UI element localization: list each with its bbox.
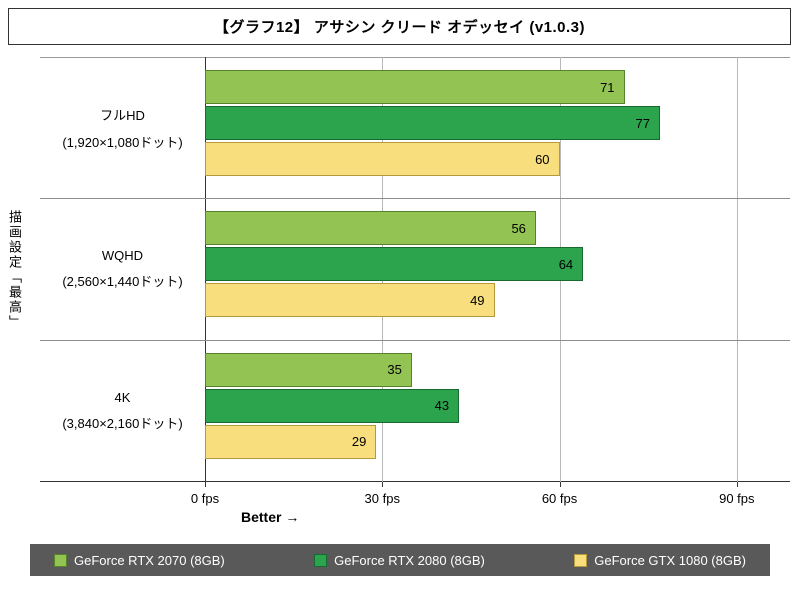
better-label: Better → [241, 509, 300, 525]
legend-item: GeForce RTX 2070 (8GB) [54, 553, 225, 568]
category-name: 4K [114, 389, 131, 405]
legend-label: GeForce RTX 2070 (8GB) [74, 552, 225, 568]
bar: 71 [205, 70, 625, 104]
bar-value-label: 49 [470, 292, 485, 308]
category-resolution: (2,560×1,440ドット) [62, 274, 183, 290]
bars: 56 64 49 [205, 199, 790, 339]
legend-item: GeForce GTX 1080 (8GB) [574, 553, 746, 568]
category-name: WQHD [101, 248, 144, 264]
legend-swatch [54, 553, 67, 567]
bar: 77 [205, 106, 660, 140]
bar-value-label: 64 [558, 256, 574, 272]
legend-item: GeForce RTX 2080 (8GB) [314, 553, 485, 568]
category-label: WQHD (2,560×1,440ドット) [40, 199, 205, 339]
bar: 56 [205, 211, 536, 246]
x-axis-tick-label: 60 fps [541, 491, 578, 506]
bar: 64 [205, 247, 584, 282]
legend-label: GeForce RTX 2080 (8GB) [334, 552, 485, 568]
bar-group: WQHD (2,560×1,440ドット) 56 64 49 [40, 199, 790, 341]
category-resolution: (3,840×2,160ドット) [62, 415, 183, 431]
x-axis-tick [205, 482, 206, 487]
x-axis: 0 fps 30 fps 60 fps 90 fps [191, 482, 790, 516]
legend: GeForce RTX 2070 (8GB) GeForce RTX 2080 (… [30, 544, 770, 576]
bar: 43 [205, 388, 460, 423]
bar-value-label: 71 [600, 79, 615, 95]
legend-label: GeForce GTX 1080 (8GB) [594, 552, 746, 568]
x-axis-tick-label: 30 fps [364, 491, 400, 506]
bar-value-label: 56 [511, 220, 526, 236]
category-resolution: (1,920×1,080ドット) [62, 135, 183, 151]
plot-area: フルHD (1,920×1,080ドット) 71 77 60 WQHD (2,560×1,4… [40, 57, 790, 482]
bar: 49 [205, 283, 495, 318]
category-label: 4K (3,840×2,160ドット) [40, 341, 205, 481]
legend-swatch [314, 553, 328, 567]
bar: 35 [205, 352, 412, 387]
bar-group: 4K (3,840×2,160ドット) 35 43 29 [40, 341, 790, 481]
x-axis-tick [736, 482, 738, 487]
x-axis-tick [559, 482, 561, 487]
bar-value-label: 35 [387, 362, 402, 378]
bar-value-label: 43 [434, 398, 450, 414]
y-axis-title: 描画設定「最高」 [7, 210, 22, 330]
category-label: フルHD (1,920×1,080ドット) [40, 58, 205, 198]
chart-title: 【グラフ12】 アサシン クリード オデッセイ (v1.0.3) [8, 8, 791, 45]
bar-value-label: 77 [635, 115, 650, 131]
legend-swatch [574, 553, 588, 567]
x-axis-tick [382, 482, 384, 487]
bars: 71 77 60 [205, 58, 790, 198]
bars: 35 43 29 [205, 341, 790, 481]
bar: 29 [205, 424, 377, 459]
bar-group: フルHD (1,920×1,080ドット) 71 77 60 [40, 58, 790, 200]
x-axis-tick-label: 0 fps [190, 491, 220, 506]
bar-value-label: 29 [351, 434, 367, 450]
category-name: フルHD [100, 108, 145, 124]
bar-value-label: 60 [535, 151, 550, 167]
x-axis-tick-label: 90 fps [719, 491, 755, 506]
bar: 60 [205, 142, 560, 176]
